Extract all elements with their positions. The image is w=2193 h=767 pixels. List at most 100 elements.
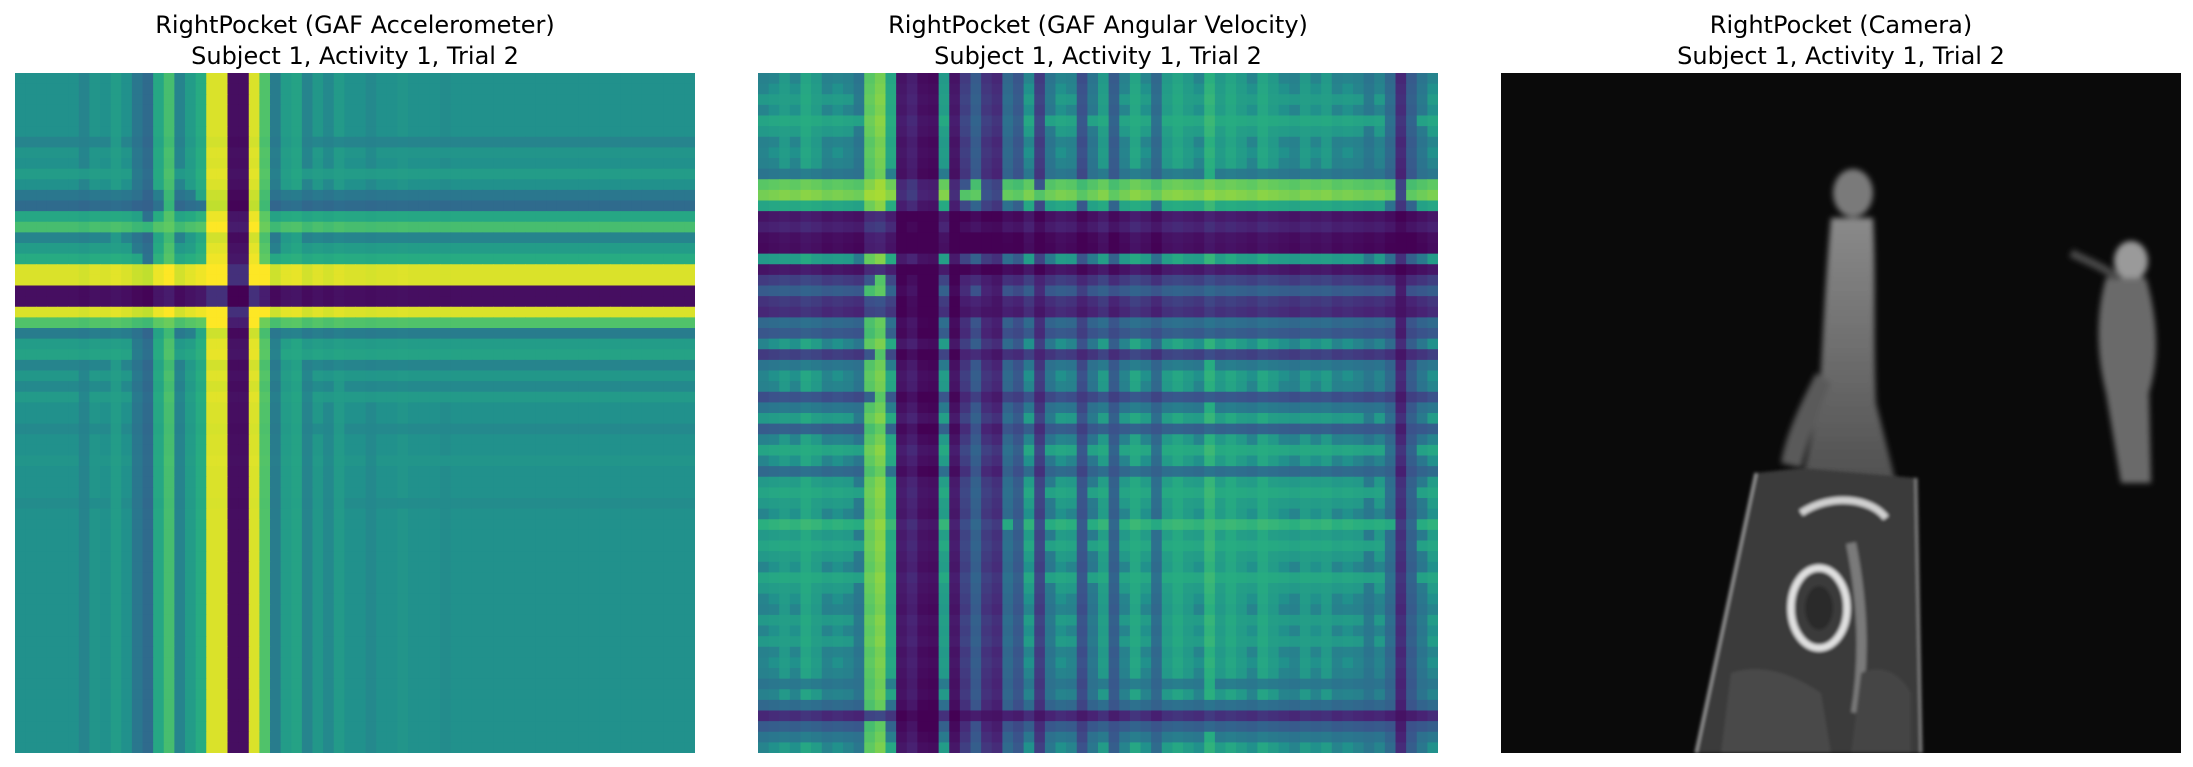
heatmap-cell [57, 349, 69, 361]
heatmap-cell [811, 158, 823, 170]
heatmap-cell [312, 444, 324, 457]
heatmap-cell [68, 572, 80, 584]
heatmap-cell [408, 264, 420, 276]
heatmap-cell [163, 115, 175, 127]
heatmap-cell [588, 211, 600, 223]
heatmap-cell [938, 104, 950, 117]
heatmap-cell [461, 551, 473, 563]
heatmap-cell [153, 699, 165, 712]
heatmap-cell [142, 498, 154, 510]
heatmap-cell [525, 274, 537, 287]
heatmap-cell [663, 264, 675, 276]
heatmap-cell [461, 359, 473, 372]
heatmap-cell [546, 572, 558, 584]
heatmap-cell [556, 476, 569, 488]
heatmap-cell [344, 614, 356, 627]
heatmap-cell [142, 73, 154, 85]
heatmap-cell [684, 529, 695, 542]
heatmap-cell [270, 423, 282, 435]
heatmap-cell [1034, 73, 1046, 85]
heatmap-cell [482, 306, 494, 318]
heatmap-cell [301, 593, 314, 605]
heatmap-cell [259, 614, 271, 627]
heatmap-cell [1161, 189, 1173, 202]
heatmap-cell [78, 200, 90, 212]
heatmap-cell [333, 317, 345, 329]
heatmap-cell [1331, 168, 1343, 180]
heatmap-cell [142, 508, 154, 520]
heatmap-cell [684, 104, 695, 117]
heatmap-cell [78, 604, 90, 616]
heatmap-cell [344, 413, 356, 425]
heatmap-cell [864, 94, 876, 106]
heatmap-cell [259, 689, 271, 701]
heatmap-cell [408, 349, 420, 361]
heatmap-cell [301, 476, 314, 488]
heatmap-cell [365, 317, 377, 329]
heatmap-cell [1204, 73, 1216, 85]
heatmap-cell [949, 136, 961, 148]
heatmap-cell [25, 455, 37, 467]
heatmap-cell [36, 636, 48, 648]
heatmap-cell [440, 519, 452, 531]
heatmap-cell [121, 699, 133, 712]
heatmap-cell [599, 444, 611, 457]
heatmap-cell [333, 328, 345, 340]
heatmap-cell [1151, 94, 1163, 106]
heatmap-cell [461, 317, 473, 329]
heatmap-cell [503, 253, 515, 265]
heatmap-cell [418, 200, 430, 212]
heatmap-cell [440, 699, 452, 712]
heatmap-cell [248, 721, 260, 733]
heatmap-cell [673, 232, 685, 244]
heatmap-cell [641, 710, 654, 722]
heatmap-cell [556, 147, 569, 159]
heatmap-cell [163, 657, 175, 669]
heatmap-cell [800, 147, 812, 159]
heatmap-cell [885, 179, 897, 191]
heatmap-cell [25, 551, 37, 563]
heatmap-cell [663, 498, 675, 510]
heatmap-cell [663, 455, 675, 467]
heatmap-cell [344, 604, 356, 616]
heatmap-cell [1129, 126, 1142, 138]
heatmap-cell [57, 444, 69, 457]
heatmap-cell [46, 731, 59, 743]
heatmap-cell [36, 402, 48, 414]
heatmap-cell [25, 646, 37, 658]
heatmap-cell [89, 285, 101, 297]
heatmap-cell [174, 444, 186, 457]
heatmap-cell [503, 689, 515, 701]
heatmap-cell [195, 529, 207, 542]
heatmap-cell [131, 200, 144, 212]
heatmap-cell [153, 179, 165, 191]
heatmap-cell [185, 455, 197, 467]
heatmap-cell [1002, 211, 1014, 223]
heatmap-cell [864, 147, 876, 159]
heatmap-cell [1172, 136, 1184, 148]
heatmap-cell [1193, 158, 1205, 170]
heatmap-cell [1098, 94, 1110, 106]
heatmap-cell [259, 359, 271, 372]
heatmap-cell [1406, 83, 1418, 95]
heatmap-cell [46, 529, 59, 542]
heatmap-cell [429, 73, 441, 85]
heatmap-cell [68, 636, 80, 648]
heatmap-cell [365, 94, 377, 106]
heatmap-cell [121, 742, 133, 753]
heatmap-cell [535, 657, 547, 669]
heatmap-cell [1034, 104, 1046, 117]
heatmap-cell [1055, 115, 1067, 127]
heatmap-cell [546, 519, 558, 531]
heatmap-cell [100, 232, 112, 244]
heatmap-cell [153, 593, 165, 605]
heatmap-cell [938, 179, 950, 191]
heatmap-cell [578, 721, 590, 733]
heatmap-cell [471, 668, 484, 680]
heatmap-cell [333, 285, 345, 297]
heatmap-cell [578, 423, 590, 435]
heatmap-cell [131, 646, 144, 658]
heatmap-cell [482, 423, 494, 435]
heatmap-cell [291, 466, 303, 478]
heatmap-cell [588, 455, 600, 467]
